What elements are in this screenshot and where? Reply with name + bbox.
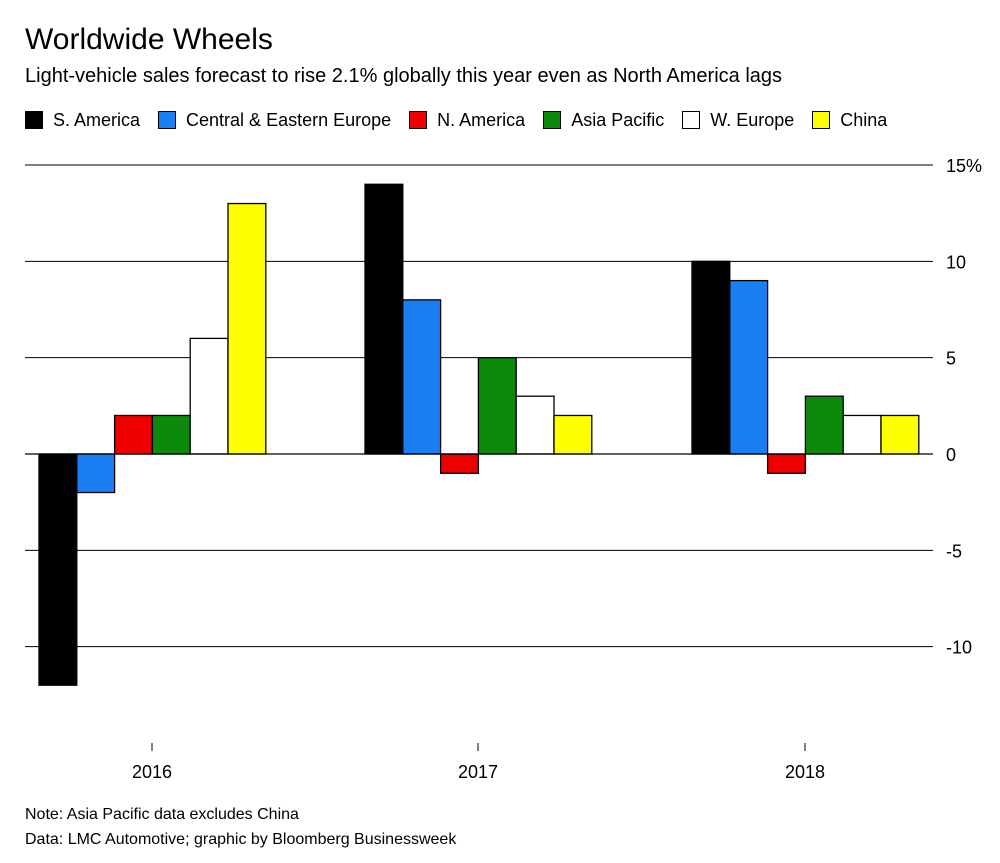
legend-item-w-europe: W. Europe [682,110,794,131]
x-tick-label: 2016 [132,762,172,782]
footnote-note: Note: Asia Pacific data excludes China [25,806,299,823]
bar-2018-s-america [691,260,731,455]
legend-swatch-n-america [409,111,428,129]
bar-2018-china [880,414,920,455]
bar-2016-s-america [38,453,78,686]
legend-swatch-china [812,111,831,129]
legend-item-china: China [812,110,887,131]
bar-2017-central-eastern-europe [402,299,442,455]
bar-2017-china [553,414,593,455]
legend: S. America Central & Eastern Europe N. A… [25,107,905,133]
legend-item-n-america: N. America [409,110,525,131]
legend-swatch-w-europe [682,111,701,129]
legend-label-asia-pacific: Asia Pacific [571,109,665,130]
bar-2018-n-america [766,453,807,474]
bar-2017-s-america [364,183,404,455]
legend-swatch-s-america [25,111,43,129]
x-tick-label: 2017 [458,762,498,782]
legend-swatch-asia-pacific [543,111,562,129]
bar-2017-w-europe [515,395,555,455]
y-tick-label: -5 [946,541,962,561]
bar-2018-asia-pacific [804,395,844,455]
bar-2017-n-america [439,453,480,474]
legend-item-asia-pacific: Asia Pacific [543,110,664,131]
y-tick-label: 10 [946,252,966,272]
bar-2016-n-america [113,414,154,455]
legend-label-china: China [840,109,888,130]
y-tick-label: 15% [946,156,982,176]
bar-2018-central-eastern-europe [729,279,769,455]
legend-label-w-europe: W. Europe [710,109,795,130]
bar-2016-china [227,202,267,455]
bar-2016-asia-pacific [151,414,191,455]
bar-2016-central-eastern-europe [76,453,116,494]
chart-subtitle: Light-vehicle sales forecast to rise 2.1… [25,65,783,87]
legend-item-central-eastern-europe: Central & Eastern Europe [158,110,391,131]
x-tick-label: 2018 [785,762,825,782]
legend-label-s-america: S. America [53,109,141,130]
bar-2017-asia-pacific [477,357,517,455]
legend-label-central-eastern-europe: Central & Eastern Europe [186,109,392,130]
y-tick-label: 5 [946,349,956,369]
footnote-source: Data: LMC Automotive; graphic by Bloombe… [25,831,457,848]
legend-swatch-central-eastern-europe [158,111,177,129]
y-tick-label: -10 [946,638,972,658]
bar-2018-w-europe [842,414,882,455]
chart-title: Worldwide Wheels [25,23,273,56]
legend-item-s-america: S. America [25,110,140,131]
legend-label-n-america: N. America [437,109,526,130]
y-tick-label: 0 [946,445,956,465]
bar-2016-w-europe [189,337,229,455]
